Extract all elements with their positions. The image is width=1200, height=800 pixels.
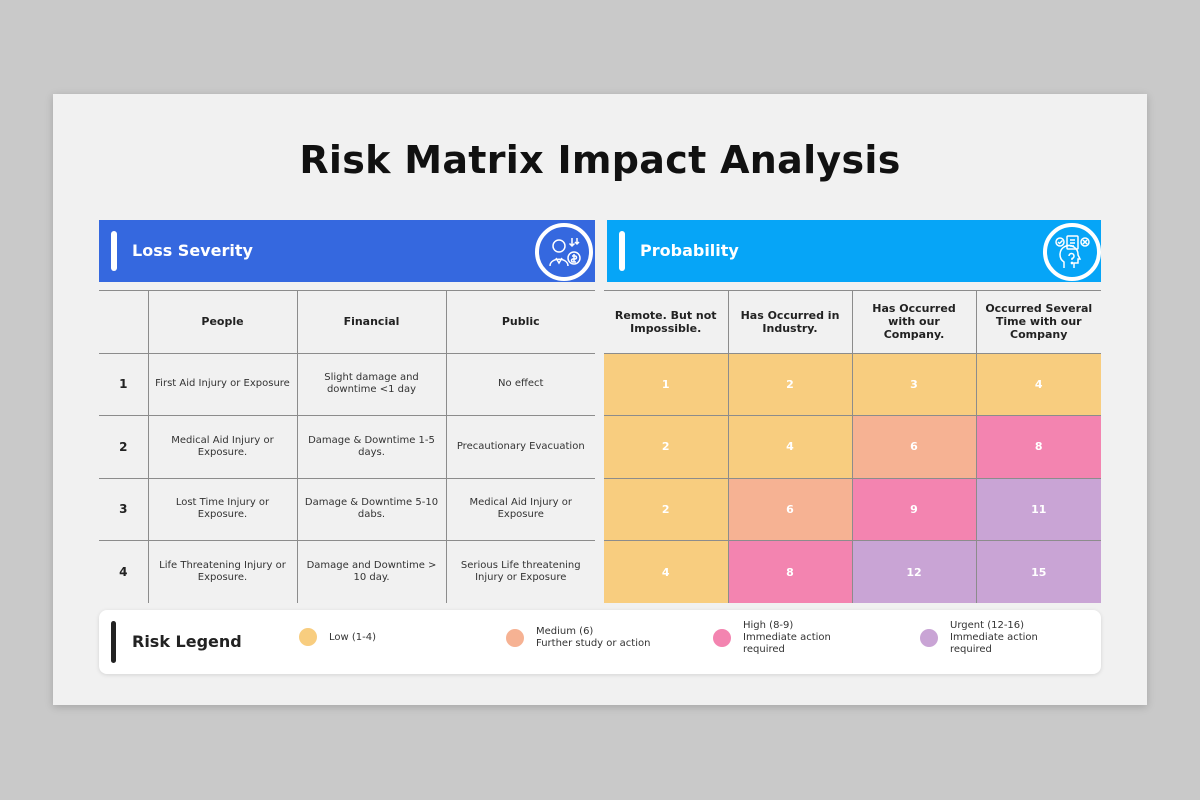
people-cell: First Aid Injury or Exposure [148, 353, 298, 416]
financial-cell: Damage & Downtime 1-5 days. [297, 415, 447, 479]
matrix-cell: 9 [852, 478, 977, 541]
matrix-row: 1 2 3 4 [604, 353, 1101, 416]
matrix-cell: 2 [604, 478, 729, 541]
header-accent-bar [111, 231, 117, 271]
legend-dot-icon [299, 628, 317, 646]
legend-item-high: High (8-9) Immediate action required [713, 620, 831, 656]
matrix-cell: 4 [728, 415, 853, 479]
legend-description: Further study or action [536, 638, 651, 649]
probability-title: Probability [640, 241, 739, 260]
checklist-thinking-icon [1043, 223, 1101, 281]
header-accent-bar [619, 231, 625, 271]
loss-severity-title: Loss Severity [132, 241, 253, 260]
matrix-cell: 15 [976, 540, 1101, 603]
public-cell: No effect [446, 353, 595, 416]
loss-severity-header: Loss Severity [99, 220, 595, 282]
legend-description: required [950, 644, 992, 655]
column-header-financial: Financial [297, 290, 447, 354]
legend-label: High (8-9) [743, 620, 794, 631]
row-level: 3 [99, 478, 149, 541]
legend-text: Urgent (12-16) Immediate action required [950, 620, 1038, 656]
legend-item-urgent: Urgent (12-16) Immediate action required [920, 620, 1038, 656]
severity-header-row: People Financial Public [99, 290, 595, 354]
column-header-public: Public [446, 290, 595, 354]
matrix-cell: 2 [604, 415, 729, 479]
people-cell: Medical Aid Injury or Exposure. [148, 415, 298, 479]
table-row: 4 Life Threatening Injury or Exposure. D… [99, 540, 595, 603]
financial-cell: Damage and Downtime > 10 day. [297, 540, 447, 603]
public-cell: Medical Aid Injury or Exposure [446, 478, 595, 541]
financial-cell: Slight damage and downtime <1 day [297, 353, 447, 416]
row-level: 1 [99, 353, 149, 416]
matrix-cell: 1 [604, 353, 729, 416]
legend-label: Urgent (12-16) [950, 620, 1025, 631]
legend-title: Risk Legend [132, 632, 242, 651]
public-cell: Serious Life threatening Injury or Expos… [460, 560, 581, 583]
probability-matrix: Remote. But not Impossible. Has Occurred… [604, 290, 1101, 603]
table-row: 1 First Aid Injury or Exposure Slight da… [99, 353, 595, 416]
legend-item-medium: Medium (6) Further study or action [506, 626, 650, 650]
probability-header-row: Remote. But not Impossible. Has Occurred… [604, 290, 1101, 354]
people-cell: Life Threatening Injury or Exposure. [148, 540, 298, 603]
loss-severity-table: People Financial Public 1 First Aid Inju… [99, 290, 595, 603]
matrix-cell: 4 [604, 540, 729, 603]
column-header-several: Occurred Several Time with our Company [976, 290, 1101, 354]
legend-description: Immediate action [743, 632, 831, 643]
people-cell: Lost Time Injury or Exposure. [148, 478, 298, 541]
legend-dot-icon [506, 629, 524, 647]
matrix-cell: 3 [852, 353, 977, 416]
legend-dot-icon [920, 629, 938, 647]
probability-header: Probability [607, 220, 1101, 282]
matrix-cell: 8 [728, 540, 853, 603]
legend-label: Low (1-4) [329, 631, 377, 643]
risk-legend: Risk Legend Low (1-4) Medium (6) Further… [99, 610, 1101, 674]
legend-accent-bar [111, 621, 116, 663]
column-header-people: People [148, 290, 298, 354]
slide: Risk Matrix Impact Analysis Loss Severit… [53, 94, 1147, 705]
matrix-row: 4 8 12 15 [604, 540, 1101, 603]
matrix-row: 2 6 9 11 [604, 478, 1101, 541]
table-row: 2 Medical Aid Injury or Exposure. Damage… [99, 415, 595, 479]
matrix-cell: 4 [976, 353, 1101, 416]
matrix-cell: 6 [852, 415, 977, 479]
legend-item-low: Low (1-4) [299, 628, 376, 646]
row-level: 2 [99, 415, 149, 479]
public-cell: Precautionary Evacuation [446, 415, 595, 479]
legend-description: required [743, 644, 785, 655]
column-header-remote: Remote. But not Impossible. [604, 290, 729, 354]
legend-dot-icon [713, 629, 731, 647]
table-row: 3 Lost Time Injury or Exposure. Damage &… [99, 478, 595, 541]
matrix-cell: 12 [852, 540, 977, 603]
financial-cell: Damage & Downtime 5-10 dabs. [297, 478, 447, 541]
page-title: Risk Matrix Impact Analysis [299, 138, 901, 182]
businessman-money-icon [535, 223, 593, 281]
legend-label: Medium (6) [536, 626, 594, 637]
matrix-row: 2 4 6 8 [604, 415, 1101, 479]
matrix-cell: 8 [976, 415, 1101, 479]
corner-cell [99, 290, 149, 354]
matrix-cell: 11 [976, 478, 1101, 541]
matrix-cell: 6 [728, 478, 853, 541]
legend-description: Immediate action [950, 632, 1038, 643]
legend-text: High (8-9) Immediate action required [743, 620, 831, 656]
column-header-company: Has Occurred with our Company. [852, 290, 977, 354]
row-level: 4 [99, 540, 149, 603]
matrix-cell: 2 [728, 353, 853, 416]
column-header-industry: Has Occurred in Industry. [728, 290, 853, 354]
legend-text: Low (1-4) [329, 632, 376, 644]
legend-text: Medium (6) Further study or action [536, 626, 650, 650]
